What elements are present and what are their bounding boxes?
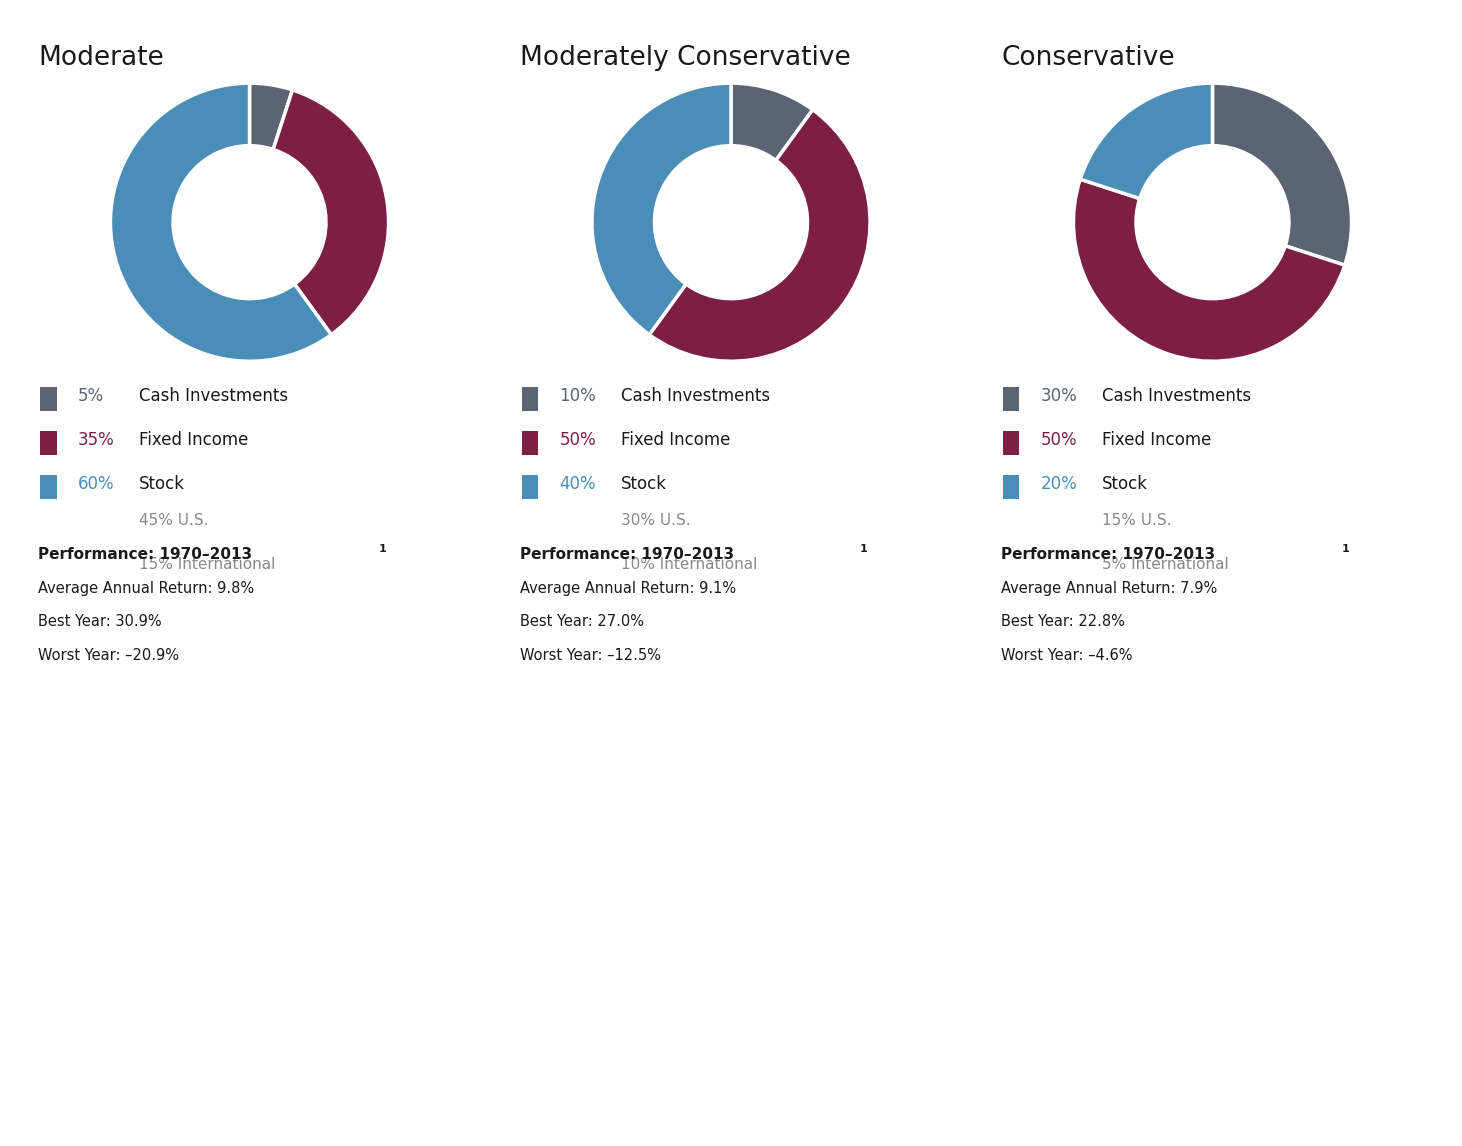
Text: •: • [1006,912,1016,931]
Text: •: • [525,818,535,837]
Text: but considerably less than the: but considerably less than the [77,1006,322,1021]
Text: Fixed Income: Fixed Income [1102,431,1212,449]
Text: 60%: 60% [77,474,114,493]
Text: Consider this if:: Consider this if: [1010,706,1222,730]
Wedge shape [592,84,731,335]
Text: You can tolerate some fluctuations: You can tolerate some fluctuations [77,973,357,988]
Text: You want current income and: You want current income and [1041,818,1276,834]
Text: Stock: Stock [1102,474,1148,493]
Text: stability: stability [560,851,623,866]
Text: •: • [42,818,54,837]
Text: 45% U.S.: 45% U.S. [139,513,209,528]
Text: increase the value of your: increase the value of your [560,945,770,960]
Text: Cash Investments: Cash Investments [1102,387,1251,405]
Text: 5% International: 5% International [1102,557,1230,572]
Text: 40%: 40% [560,474,596,493]
Text: 5%: 5% [77,387,104,405]
Text: 50%: 50% [1041,431,1077,449]
Text: You are age 70–79: You are age 70–79 [560,759,708,774]
Text: You are age 60–69: You are age 60–69 [77,759,225,774]
Text: investments: investments [1041,979,1140,994]
Text: Best Year: 22.8%: Best Year: 22.8% [1001,614,1124,629]
Text: Stock: Stock [139,474,186,493]
Text: •: • [42,759,54,776]
Text: Best Year: 27.0%: Best Year: 27.0% [519,614,643,629]
Bar [1003,387,1019,411]
Text: You want some opportunity to: You want some opportunity to [560,912,800,927]
Text: Best Year: 30.9%: Best Year: 30.9% [38,614,162,629]
Text: Performance: 1970–2013: Performance: 1970–2013 [1001,548,1215,563]
Text: •: • [1006,759,1016,776]
Text: Performance: 1970–2013: Performance: 1970–2013 [38,548,253,563]
Text: Average Annual Return: 9.1%: Average Annual Return: 9.1% [519,581,735,596]
Wedge shape [250,84,292,149]
Wedge shape [1080,84,1212,198]
Text: 15% U.S.: 15% U.S. [1102,513,1171,528]
Text: Performance: 1970–2013: Performance: 1970–2013 [519,548,734,563]
Text: 1: 1 [860,544,867,555]
Wedge shape [1212,84,1351,265]
Wedge shape [1073,179,1345,361]
Text: 1: 1 [379,544,386,555]
Bar [1003,431,1019,455]
Text: •: • [42,879,54,897]
Text: Cash Investments: Cash Investments [620,387,769,405]
Wedge shape [649,110,870,361]
Text: 15% International: 15% International [139,557,275,572]
Text: Fixed Income: Fixed Income [620,431,730,449]
Bar [522,387,538,411]
Text: Cash Investments: Cash Investments [139,387,288,405]
Bar [522,474,538,499]
Text: stability: stability [77,912,142,927]
Text: You want solid growth with relative: You want solid growth with relative [77,879,358,894]
Text: Average Annual Return: 7.9%: Average Annual Return: 7.9% [1001,581,1218,596]
Text: Average Annual Return: 9.8%: Average Annual Return: 9.8% [38,581,254,596]
Bar [522,431,538,455]
Text: •: • [525,759,535,776]
Bar [41,387,57,411]
Text: Moderately Conservative: Moderately Conservative [519,45,851,71]
Wedge shape [731,84,813,160]
Text: Conservative: Conservative [1001,45,1174,71]
Text: Consider this if:: Consider this if: [529,706,741,730]
Text: Fixed Income: Fixed Income [139,431,249,449]
Text: increasing the value of your: increasing the value of your [1041,945,1266,960]
Wedge shape [111,84,332,361]
Wedge shape [273,89,389,335]
Text: 10% International: 10% International [620,557,757,572]
Text: Worst Year: –4.6%: Worst Year: –4.6% [1001,647,1133,662]
Text: You’re not concerned about: You’re not concerned about [1041,912,1262,927]
Text: 50%: 50% [560,431,596,449]
Text: 35%: 35% [77,431,115,449]
Text: Worst Year: –20.9%: Worst Year: –20.9% [38,647,180,662]
Text: 1: 1 [1341,544,1349,555]
Text: 30%: 30% [1041,387,1077,405]
Text: 10%: 10% [560,387,596,405]
Text: overall stock market: overall stock market [77,1039,243,1054]
Text: 30% U.S.: 30% U.S. [620,513,690,528]
Text: •: • [1006,818,1016,837]
Text: investments: investments [560,979,658,994]
Bar [41,431,57,455]
Text: You are age 80+: You are age 80+ [1041,759,1174,774]
Text: Worst Year: –12.5%: Worst Year: –12.5% [519,647,661,662]
Text: •: • [42,973,54,991]
Text: 20%: 20% [1041,474,1077,493]
Text: stability: stability [1041,851,1105,866]
Bar [41,474,57,499]
Text: You don’t need current income: You don’t need current income [77,818,325,834]
Text: Moderate: Moderate [38,45,164,71]
Text: •: • [525,912,535,931]
Text: Consider this if:: Consider this if: [47,706,259,730]
Text: You want current income and: You want current income and [560,818,794,834]
Text: Stock: Stock [620,474,667,493]
Bar [1003,474,1019,499]
